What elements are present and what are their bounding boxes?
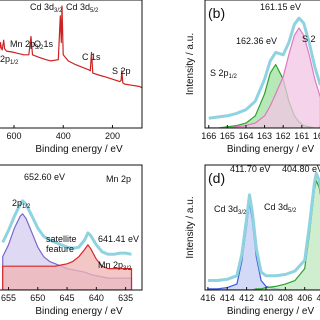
x-tick-label: 600 <box>6 131 21 141</box>
fit-peak <box>2 244 133 290</box>
annotation-text: satellite <box>46 234 77 244</box>
data-line <box>208 16 320 120</box>
x-tick-label: 162 <box>276 131 291 141</box>
annotation: 404.80 eV <box>282 164 320 174</box>
annotation-text: 641.41 eV <box>98 234 139 244</box>
annotation: Cd 3d5/2 <box>66 2 99 14</box>
x-tick-label: 404 <box>317 293 320 303</box>
x-axis-label: Binding energy / eV <box>227 144 315 155</box>
annotation-text: 652.60 eV <box>24 172 65 182</box>
annotation-text: O 1s <box>34 39 54 49</box>
annotation-text: Cd 3d <box>66 2 90 12</box>
annotation-text: Cd 3d <box>214 204 238 214</box>
annotation-text: Mn 2p <box>98 260 123 270</box>
x-tick-label: 412 <box>239 293 254 303</box>
annotation-text: 2p <box>0 54 10 64</box>
x-tick-label: 200 <box>105 131 120 141</box>
annotation-sub: 3/2 <box>123 266 132 272</box>
data-line <box>1 199 132 256</box>
annotation-sub: 1/2 <box>22 204 31 210</box>
annotation-sub: 3/2 <box>54 8 63 14</box>
plot-frame <box>204 0 320 129</box>
x-tick-label: 635 <box>118 293 133 303</box>
annotation-text: S 2p <box>112 66 131 76</box>
x-tick-label: 416 <box>200 293 215 303</box>
annotation: 411.70 eV <box>230 164 270 174</box>
x-tick-label: 161 <box>294 131 309 141</box>
panel-label: (b) <box>208 5 225 21</box>
x-tick-label: 408 <box>278 293 293 303</box>
fit-peak <box>208 27 320 128</box>
annotation: Cd 3d5/2 <box>264 202 297 214</box>
annotation: C 1s <box>82 52 101 62</box>
x-tick-label: 650 <box>30 293 45 303</box>
x-tick-label: 414 <box>220 293 235 303</box>
x-tick-label: 165 <box>220 131 235 141</box>
x-axis-label: Binding energy / eV <box>35 144 123 155</box>
data-line <box>207 171 320 282</box>
annotation-sub: 5/2 <box>288 208 297 214</box>
annotation-text: feature <box>46 244 74 254</box>
annotation-text: 404.80 eV <box>282 164 320 174</box>
annotation: 162.36 eV <box>236 36 277 46</box>
annotation: satellite <box>46 234 77 244</box>
panel <box>208 16 320 128</box>
annotation: 2p1/2 <box>0 54 19 66</box>
fit-peak <box>0 5 142 89</box>
annotation-text: 161.15 eV <box>260 2 301 12</box>
x-tick-label: 166 <box>201 131 216 141</box>
annotation: Mn 2p <box>106 174 131 184</box>
annotation: 2p1/2 <box>12 198 31 210</box>
x-tick-label: 640 <box>89 293 104 303</box>
annotation: Mn 2p3/2 <box>98 260 132 272</box>
annotation: Cd 3d3/2 <box>30 2 63 14</box>
annotation-sub: 1/2 <box>229 74 238 80</box>
x-tick-label: 410 <box>258 293 273 303</box>
annotation: S 2 <box>302 34 316 44</box>
x-tick-label: 164 <box>238 131 253 141</box>
annotation: 161.15 eV <box>260 2 301 12</box>
x-tick-label: 163 <box>257 131 272 141</box>
plot-frame <box>0 0 143 129</box>
annotation: S 2p <box>112 66 131 76</box>
x-tick-label: 645 <box>60 293 75 303</box>
annotation: Mn 2p3/2 <box>10 39 44 51</box>
x-tick-label: 160 <box>313 131 320 141</box>
x-tick-label: 406 <box>297 293 312 303</box>
panel <box>207 171 320 290</box>
annotation: 652.60 eV <box>24 172 65 182</box>
x-tick-label: 400 <box>56 131 71 141</box>
annotation-text: S 2 <box>302 34 316 44</box>
y-axis-label: Intensity / a.u. <box>185 196 196 258</box>
annotation-text: 162.36 eV <box>236 36 277 46</box>
y-axis-label: Intensity / a.u. <box>185 33 196 95</box>
annotation-text: S 2p <box>210 68 229 78</box>
annotation-sub: 5/2 <box>90 8 99 14</box>
fit-peak <box>207 179 320 290</box>
annotation-sub: 1/2 <box>10 60 19 66</box>
panel-label: (d) <box>208 170 225 186</box>
annotation-text: 411.70 eV <box>230 164 270 174</box>
annotation-text: Cd 3d <box>264 202 288 212</box>
annotation-text: Mn 2p <box>10 39 35 49</box>
annotation-text: 2p <box>12 198 22 208</box>
annotation-sub: 3/2 <box>238 210 247 216</box>
plot-frame <box>0 164 143 291</box>
annotation-text: Mn 2p <box>106 174 131 184</box>
annotation-sub: 3/2 <box>35 45 44 51</box>
annotation: S 2p1/2 <box>210 68 238 80</box>
plot-frame <box>204 164 320 291</box>
annotation-text: Cd 3d <box>30 2 54 12</box>
x-tick-label: 655 <box>1 293 16 303</box>
x-axis-label: Binding energy / eV <box>227 306 315 317</box>
x-axis-label: Binding energy / eV <box>35 306 123 317</box>
panel <box>1 199 133 290</box>
annotation: O 1s <box>34 39 54 49</box>
annotation-text: C 1s <box>82 52 101 62</box>
annotation: Cd 3d3/2 <box>214 204 247 216</box>
annotation: feature <box>46 244 74 254</box>
annotation: 641.41 eV <box>98 234 139 244</box>
